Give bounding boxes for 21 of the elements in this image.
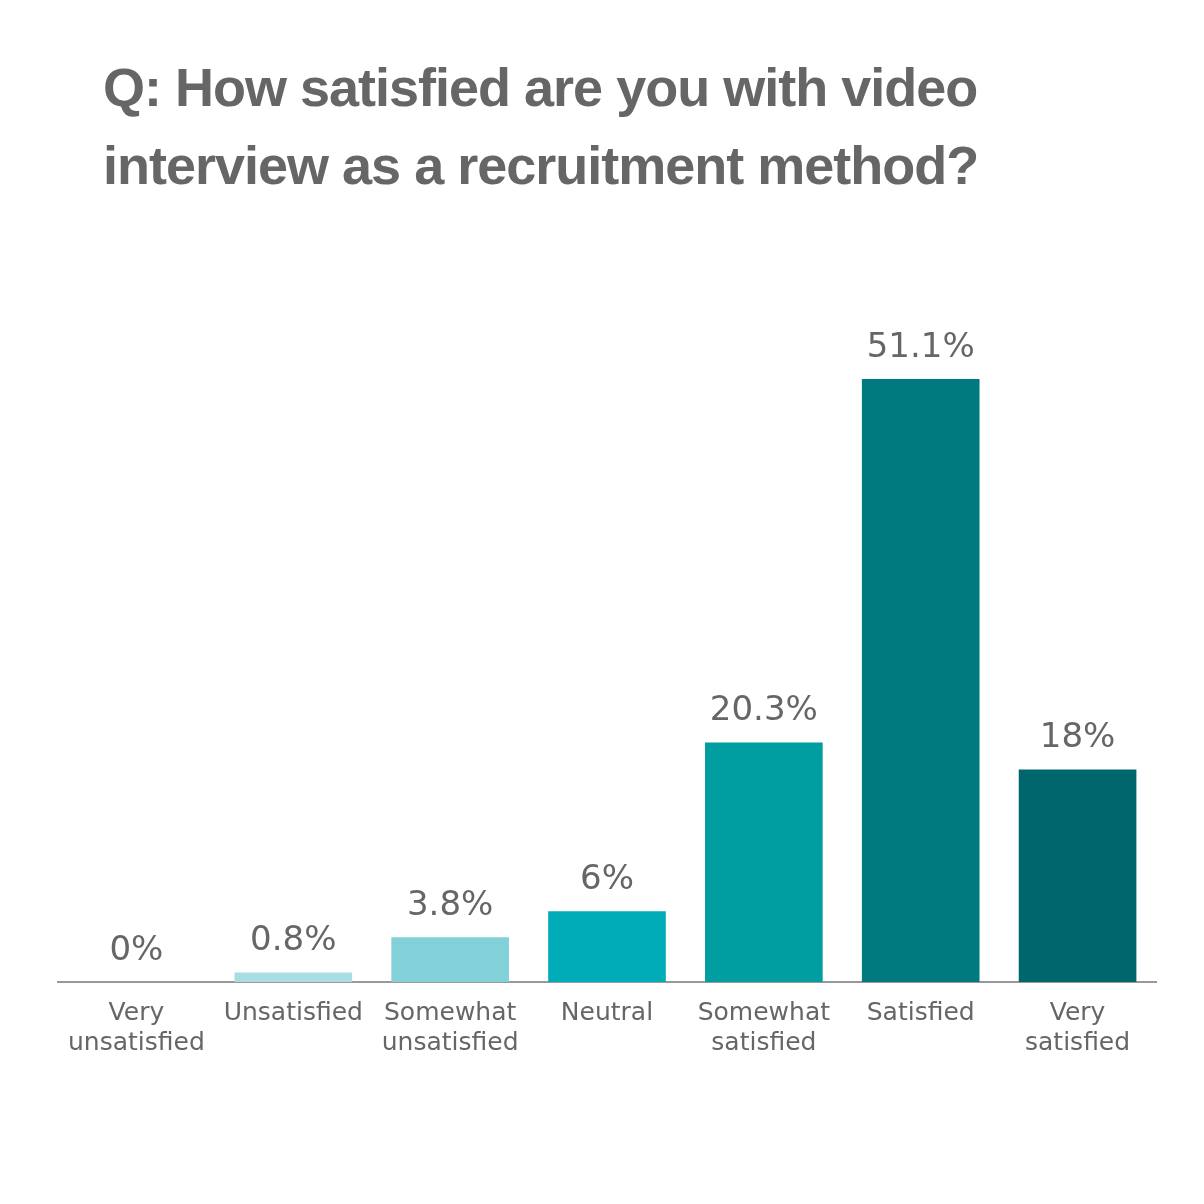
bar bbox=[234, 972, 353, 982]
bar bbox=[705, 742, 823, 982]
bar bbox=[861, 379, 980, 982]
bar bbox=[1018, 769, 1137, 982]
data-label: 3.8% bbox=[406, 882, 494, 923]
data-label: 6% bbox=[580, 857, 634, 898]
data-label: 51.1% bbox=[866, 324, 975, 365]
x-tick-label: Unsatisfied bbox=[223, 996, 363, 1026]
bar bbox=[391, 937, 509, 982]
x-tick-label: Very satisfied bbox=[1025, 996, 1131, 1056]
x-tick-label: Neutral bbox=[560, 996, 654, 1026]
bar bbox=[548, 911, 666, 982]
x-tick-label: Satisfied bbox=[866, 996, 975, 1026]
data-label: 0.8% bbox=[250, 918, 337, 959]
data-label: 0% bbox=[109, 927, 164, 968]
x-tick-label: Somewhat unsatisfied bbox=[381, 996, 519, 1056]
x-tick-label: Very unsatisfied bbox=[68, 996, 205, 1056]
x-tick-label: Somewhat satisfied bbox=[697, 996, 831, 1056]
data-label: 18% bbox=[1039, 715, 1116, 756]
data-label: 20.3% bbox=[709, 688, 818, 729]
chart-title: Q: How satisfied are you with video interview as a recruitment method? bbox=[102, 56, 980, 197]
